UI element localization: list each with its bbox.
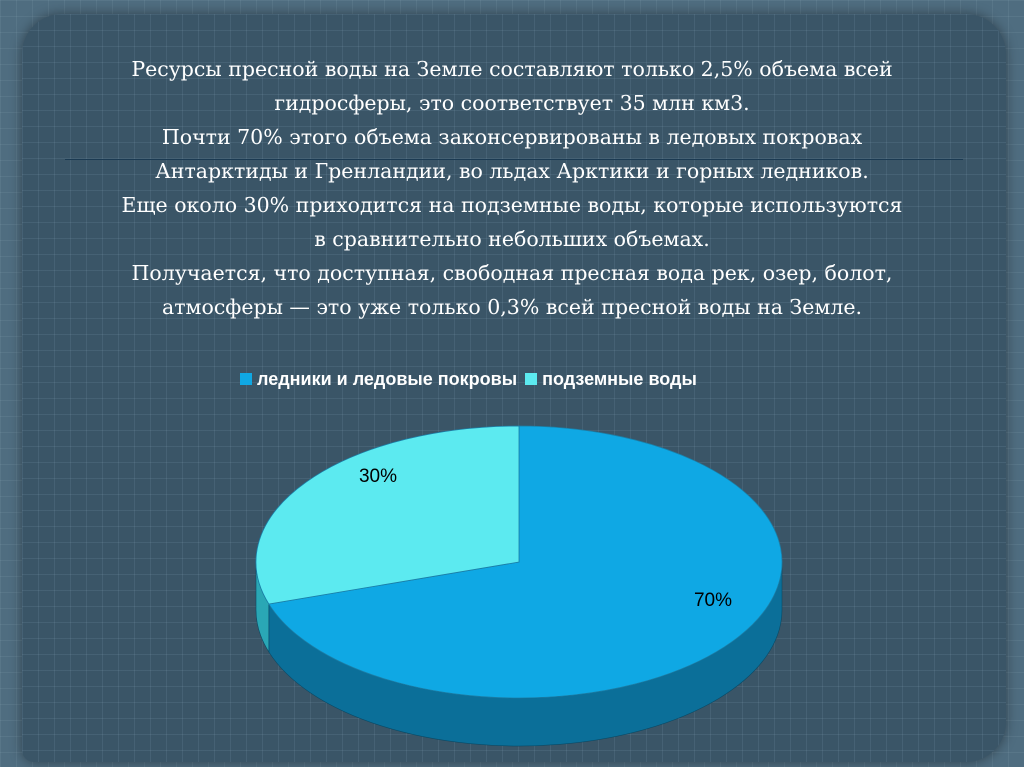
slice-groundwater — [255, 425, 520, 605]
text-line: гидросферы, это соответствует 35 млн км3… — [274, 91, 750, 115]
content-panel — [22, 14, 1006, 762]
legend-label-groundwater: подземные воды — [542, 368, 697, 389]
body-text: Ресурсы пресной воды на Земле составляют… — [40, 52, 984, 324]
divider-line — [65, 159, 963, 160]
legend-swatch-groundwater — [525, 373, 538, 385]
legend-label-glaciers: ледники и ледовые покровы — [257, 368, 518, 389]
slice-glaciers-label: 70% — [694, 590, 732, 611]
chart-legend: ледники и ледовые покровы подземные воды — [240, 366, 697, 392]
text-line: в сравнительно небольших объемах. — [314, 227, 710, 251]
text-line: Получается, что доступная, свободная пре… — [131, 261, 893, 285]
legend-swatch-glaciers — [240, 373, 252, 385]
text-line: Антарктиды и Гренландии, во льдах Арктик… — [155, 159, 869, 183]
slice-glaciers — [268, 425, 783, 699]
text-line: Почти 70% этого объема законсервированы … — [161, 125, 863, 149]
slice-groundwater-label: 30% — [359, 466, 397, 487]
pie-tops — [255, 425, 783, 699]
pie-labels: 70% 30% — [359, 466, 732, 611]
text-line: атмосферы — это уже только 0,3% всей пре… — [161, 295, 863, 319]
legend-item-glaciers: ледники и ледовые покровы — [240, 369, 517, 390]
text-line: Еще около 30% приходится на подземные во… — [121, 193, 903, 217]
legend-item-groundwater: подземные воды — [525, 369, 697, 390]
text-line: Ресурсы пресной воды на Земле составляют… — [131, 57, 893, 81]
